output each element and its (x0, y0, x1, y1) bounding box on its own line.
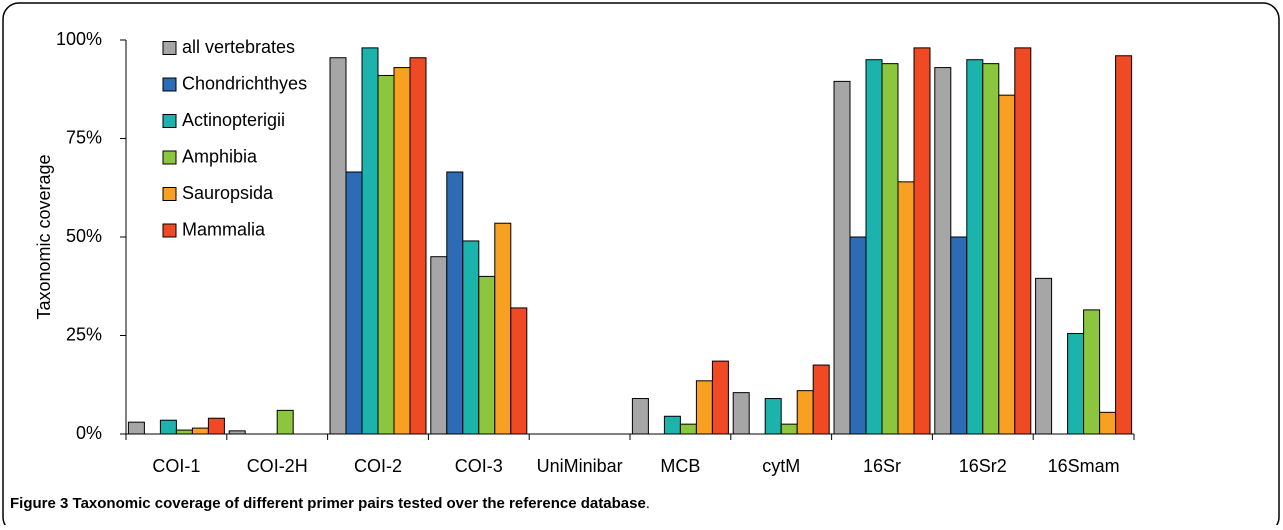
x-tick-label: COI-1 (152, 456, 200, 476)
bar (663, 415, 681, 435)
bar (711, 360, 729, 435)
bar (934, 67, 952, 435)
bar (732, 392, 750, 435)
bar (361, 47, 379, 435)
bar (897, 181, 915, 435)
bar (462, 240, 480, 435)
legend-swatch (162, 41, 177, 55)
bar (175, 429, 193, 435)
bar (127, 421, 145, 435)
bar (446, 171, 464, 435)
x-tick-label: 16Sr (863, 456, 901, 476)
bar (494, 222, 512, 435)
caption-text: Taxonomic coverage of different primer p… (73, 495, 646, 512)
y-tick-label: 75% (66, 127, 102, 147)
bar (998, 94, 1016, 435)
x-tick-label: 16Sr2 (959, 456, 1007, 476)
x-tick-label: COI-2 (354, 456, 402, 476)
bar (1014, 47, 1032, 435)
y-axis-label: Taxonomic coverage (34, 154, 54, 319)
bar (1099, 411, 1117, 435)
x-tick-label: COI-2H (247, 456, 308, 476)
bar (849, 236, 867, 435)
bar (207, 417, 225, 435)
legend-swatch (162, 150, 177, 165)
x-tick-label: COI-3 (455, 456, 503, 476)
bar (191, 427, 209, 435)
bar (276, 409, 294, 435)
bar (631, 398, 649, 435)
bar (510, 307, 528, 435)
legend-label: Chondrichthyes (182, 73, 307, 93)
legend-label: Amphibia (182, 146, 258, 166)
x-tick-label: 16Smam (1048, 456, 1120, 476)
x-tick-label: MCB (660, 456, 700, 476)
bar (950, 236, 968, 435)
legend-label: Mammalia (182, 219, 266, 239)
bar (966, 59, 984, 435)
bar (377, 74, 395, 435)
bar (913, 47, 931, 435)
bar (695, 380, 713, 435)
y-tick-label: 0% (76, 423, 102, 443)
bar (1115, 55, 1133, 435)
caption-end: . (646, 495, 650, 512)
bar (329, 57, 347, 435)
bar (345, 171, 363, 435)
bar (478, 275, 496, 435)
x-tick-label: cytM (762, 456, 800, 476)
bar (833, 80, 851, 435)
bar (1067, 333, 1085, 435)
legend-label: all vertebrates (182, 37, 295, 57)
legend-swatch (162, 114, 177, 128)
legend-label: Actinopterigii (182, 110, 285, 130)
bar (796, 390, 814, 435)
bar (228, 430, 246, 435)
x-tick-label: UniMinibar (537, 456, 623, 476)
y-tick-label: 100% (56, 29, 102, 49)
legend-swatch (162, 223, 177, 238)
bar (1083, 309, 1101, 435)
caption-label: Figure 3 (10, 495, 68, 512)
bar (430, 256, 448, 435)
bar (393, 67, 411, 435)
legend-swatch (162, 77, 177, 92)
bar (982, 63, 1000, 435)
legend-label: Sauropsida (182, 183, 274, 203)
bar (780, 423, 798, 435)
bar (764, 398, 782, 435)
caption: Figure 3 Taxonomic coverage of different… (10, 495, 650, 512)
bar (409, 57, 427, 435)
bar (881, 63, 899, 435)
y-tick-label: 25% (66, 324, 102, 344)
bar (159, 419, 177, 435)
bar (679, 423, 697, 435)
legend-swatch (162, 187, 177, 201)
y-tick-label: 50% (66, 226, 102, 246)
bar (812, 364, 830, 435)
bar (1035, 277, 1053, 435)
bar (865, 59, 883, 435)
